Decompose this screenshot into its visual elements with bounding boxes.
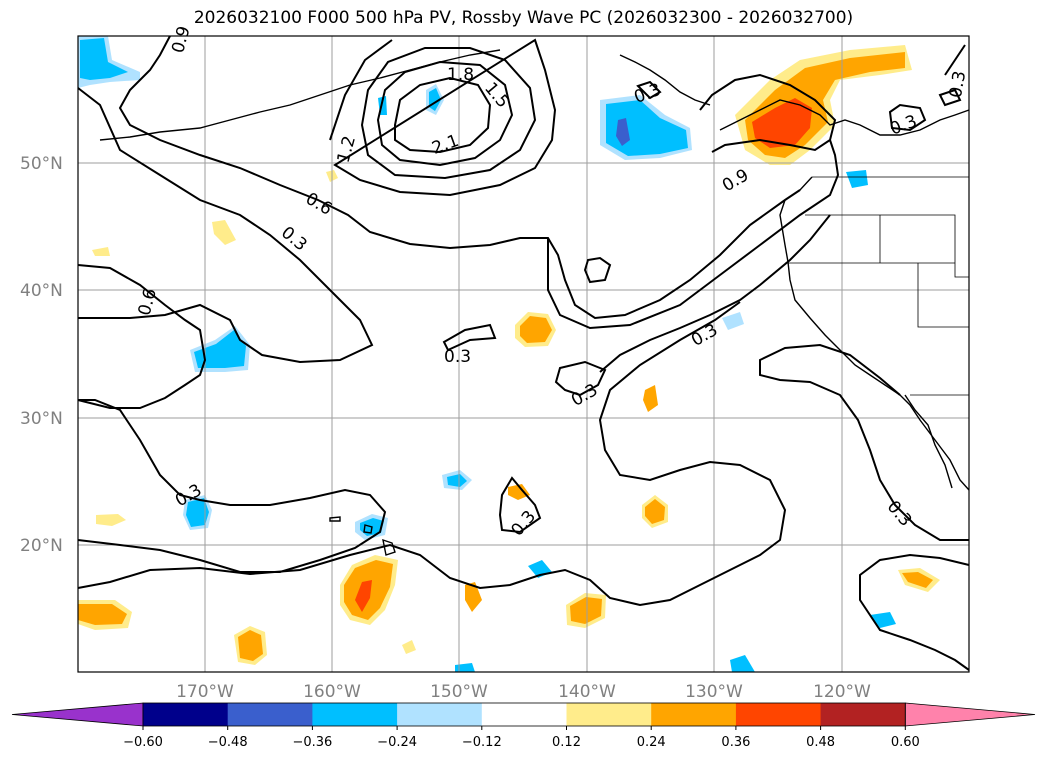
lon-label-130w: 130°W — [685, 682, 743, 702]
positive-anomaly-3-core — [78, 604, 127, 625]
positive-anomaly-6-core — [645, 499, 665, 524]
state-border-id — [880, 214, 969, 278]
baja-coast — [904, 394, 953, 489]
se-alaska-islands — [619, 54, 711, 106]
hawaii-3 — [329, 516, 341, 522]
contour-0.9-nw — [118, 35, 801, 320]
hawaii-2 — [363, 524, 373, 534]
colorbar-outline — [142, 702, 906, 727]
colorbar-segment-1 — [143, 703, 229, 726]
contour-label-0.3-g: 0.3 — [946, 69, 970, 99]
colorbar-tick-label: 0.48 — [806, 735, 835, 750]
negative-anomaly-4-core — [186, 498, 209, 527]
colorbar-segment-3 — [312, 703, 398, 726]
positive-anomaly-12 — [212, 220, 236, 245]
contour-1.5 — [360, 47, 537, 180]
contour-0.6 — [77, 87, 374, 364]
colorbar-tick-label: 0.60 — [891, 735, 920, 750]
colorbar-tick-label: −0.48 — [208, 735, 248, 750]
lat-label-30n: 30°N — [20, 409, 63, 429]
colorbar-tick-label: −0.36 — [292, 735, 332, 750]
colorbar-extend-low — [11, 702, 144, 727]
positive-anomaly-13 — [92, 247, 110, 256]
contour-0.3-small — [554, 360, 607, 397]
contour-1.8 — [376, 60, 514, 167]
colorbar-tick-label: 0.36 — [721, 735, 750, 750]
positive-anomaly-4-core — [238, 630, 263, 661]
positive-anomaly-9 — [465, 582, 482, 612]
positive-anomaly-5-core — [570, 597, 602, 624]
colorbar-tick-label: −0.60 — [123, 735, 163, 750]
contour-0.3-east — [599, 214, 831, 373]
negative-anomaly-13 — [455, 663, 475, 672]
colorbar-extend-high — [904, 702, 1036, 727]
contour-0.3-southern — [77, 399, 387, 573]
contour-0.9-ne — [583, 256, 612, 284]
lon-label-140w: 140°W — [558, 682, 616, 702]
state-border-ca-nv — [879, 215, 969, 328]
contour-label-1.8: 1.8 — [447, 65, 474, 85]
positive-anomaly-1-core — [520, 316, 552, 343]
longitude-labels: 170°W 160°W 150°W 140°W 130°W 120°W — [176, 682, 871, 702]
contour-0.3-central — [442, 323, 497, 352]
map-title: 2026032100 F000 500 hPa PV, Rossby Wave … — [193, 8, 854, 28]
coastlines — [99, 49, 970, 556]
lon-label-120w: 120°W — [813, 682, 871, 702]
hawaii-1 — [382, 538, 396, 556]
colorbar-tick-label: −0.12 — [462, 735, 502, 750]
lon-label-170w: 170°W — [176, 682, 234, 702]
lon-label-160w: 160°W — [303, 682, 361, 702]
negative-anomaly-3-core — [194, 330, 246, 368]
latitude-labels: 50°N 40°N 30°N 20°N — [20, 154, 63, 556]
colorbar-tick-label: −0.24 — [377, 735, 417, 750]
lat-label-50n: 50°N — [20, 154, 63, 174]
colorbar-segment-6 — [566, 703, 652, 726]
contour-0.3-tropical — [77, 301, 787, 607]
negative-anomaly-9 — [846, 170, 868, 188]
colorbar-segment-7 — [651, 703, 737, 726]
positive-anomaly-7-core — [902, 572, 933, 588]
contour-2.1 — [394, 76, 492, 154]
contour-0.9-ne-wave — [699, 73, 837, 153]
contour-0.6-inner — [547, 139, 840, 330]
positive-anomaly-11 — [96, 514, 126, 526]
contour-1.2 — [329, 38, 557, 197]
positive-anomaly-2-peak — [355, 580, 372, 612]
contour-label-0.3-b: 0.3 — [444, 347, 471, 367]
lat-label-20n: 20°N — [20, 536, 63, 556]
alaska-coast — [719, 99, 970, 136]
colorbar-segment-9 — [820, 703, 906, 726]
negative-anomaly-2-peak — [616, 118, 630, 146]
colorbar-segment-5 — [481, 703, 567, 726]
colorbar-tick-label: 0.12 — [552, 735, 581, 750]
positive-anomaly-gulf-alaska-peak — [752, 98, 812, 148]
lat-label-40n: 40°N — [20, 281, 63, 301]
contour-0.3-ne — [888, 44, 966, 132]
negative-anomaly-10 — [870, 612, 896, 628]
colorbar-tick-label: 0.24 — [637, 735, 666, 750]
colorbar-segment-2 — [227, 703, 313, 726]
positive-anomaly-14 — [402, 640, 416, 654]
negative-anomaly-11 — [730, 655, 755, 672]
negative-anomaly-14 — [722, 312, 744, 330]
lon-label-150w: 150°W — [430, 682, 488, 702]
north-america-coast — [779, 176, 970, 491]
positive-anomaly-8 — [643, 385, 658, 412]
shaded-anomalies — [78, 36, 940, 672]
contour-0.3-se — [759, 343, 970, 671]
negative-anomaly-6-core — [447, 474, 467, 487]
contour-0.3-main — [77, 264, 207, 409]
negative-anomaly-1-core — [80, 38, 128, 80]
colorbar-segment-8 — [735, 703, 822, 726]
positive-anomaly-10 — [508, 484, 530, 500]
map-frame — [77, 35, 970, 673]
contour-0.3-gulf — [636, 80, 662, 100]
pv-contours — [77, 35, 970, 671]
colorbar-segment-4 — [397, 703, 483, 726]
contour-0.3-island — [498, 476, 542, 534]
colorbar: −0.60 −0.48 −0.36 −0.24 −0.12 0.12 0.24 0.36 0.4… — [11, 702, 1036, 750]
